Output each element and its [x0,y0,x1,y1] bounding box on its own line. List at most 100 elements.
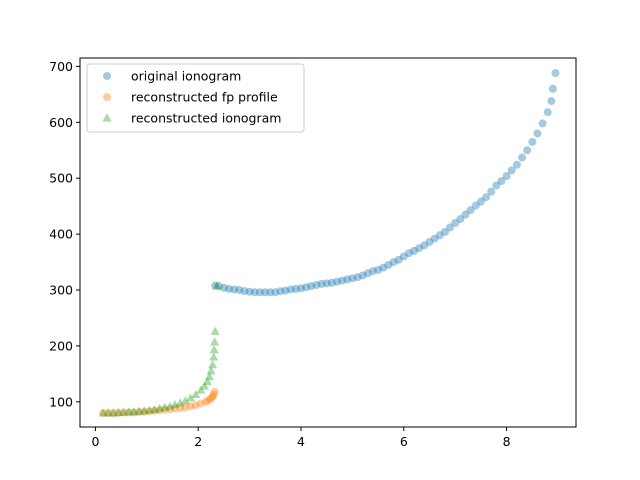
x-tick-label: 6 [400,434,408,449]
data-point [124,408,133,417]
data-point [399,252,408,261]
data-point [98,408,108,417]
data-point [209,345,219,354]
data-point [165,405,174,414]
data-point [240,287,249,296]
data-point [99,409,108,418]
data-point [291,284,300,293]
data-point [551,69,560,78]
data-point [209,390,218,399]
series-3 [98,281,222,417]
data-point [276,287,285,296]
y-tick-label: 700 [49,59,73,74]
y-tick-label: 100 [49,394,73,409]
data-point [209,352,219,361]
data-point [435,231,444,240]
data-point [204,372,215,381]
data-point [297,284,306,293]
data-point [250,288,259,297]
data-point [547,97,556,106]
data-point [155,406,164,415]
data-point [353,273,362,282]
y-tick-label: 500 [49,171,73,186]
data-point [204,396,213,405]
data-point [109,409,118,418]
data-point [155,403,165,412]
data-point [196,399,205,408]
data-point [176,403,185,412]
data-point [210,337,220,346]
legend-marker [103,93,111,101]
data-point [440,227,449,236]
data-point [129,408,138,417]
data-points [98,69,560,418]
data-point [384,260,393,269]
legend-marker [102,113,112,122]
legend-label: original ionogram [131,69,241,84]
data-point [261,288,270,297]
data-point [103,408,113,417]
x-tick-label: 0 [91,434,99,449]
legend-item: original ionogram [103,69,241,84]
x-tick-label: 4 [297,434,305,449]
data-point [186,402,195,411]
data-point [420,241,429,250]
data-point [191,401,200,410]
data-point [134,406,144,415]
data-point [201,397,210,406]
data-point [410,246,419,255]
data-point [235,286,244,295]
data-point [476,197,485,206]
legend-item: reconstructed fp profile [103,90,278,105]
data-point [255,288,264,297]
data-point [139,406,149,415]
data-point [363,269,372,278]
data-point [196,385,206,394]
data-point [307,282,316,291]
data-point [119,407,129,416]
data-point [144,405,154,414]
data-point [302,283,311,292]
axes-frame [79,57,577,428]
y-tick-label: 300 [49,283,73,298]
data-point [208,392,217,401]
data-point [199,381,209,390]
data-point [538,119,547,128]
data-point [389,258,398,267]
data-point [191,389,201,399]
data-point [456,215,465,224]
data-point [404,249,413,258]
data-point [208,360,218,369]
legend-label: reconstructed ionogram [131,111,281,126]
x-tick-label: 8 [503,434,511,449]
y-tick-label: 600 [49,115,73,130]
data-point [281,286,290,295]
data-point [171,404,180,413]
data-point [379,263,388,272]
axis-ticks: 0 2 4 6 8 100 200 300 400 500 600 700 [49,59,510,449]
data-point [160,402,170,411]
data-point [533,129,542,138]
data-point [507,166,516,175]
data-point [343,275,352,284]
data-point [135,407,144,416]
y-tick-label: 200 [49,338,73,353]
data-point [358,271,367,280]
data-point [271,288,280,297]
data-point [338,276,347,285]
y-tick-label: 400 [49,227,73,242]
series-1 [211,69,560,297]
data-point [202,377,213,386]
data-point [518,153,527,162]
legend-item: reconstructed ionogram [102,111,281,126]
data-point [461,210,470,219]
data-point [523,146,532,155]
data-point [286,285,295,294]
data-point [332,277,341,286]
data-point [528,137,537,146]
data-point [113,407,124,416]
data-point [150,406,159,415]
data-point [415,244,424,253]
data-point [502,171,511,180]
